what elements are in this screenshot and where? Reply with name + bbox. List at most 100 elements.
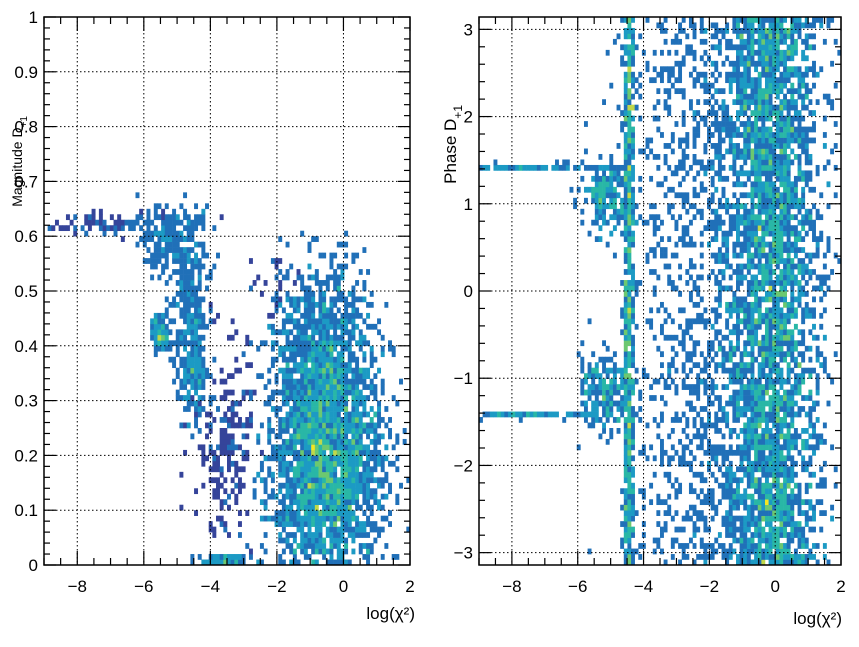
heatmap-cell <box>739 104 744 111</box>
heatmap-cell <box>602 422 606 429</box>
heatmap-cell <box>205 285 209 292</box>
heatmap-cell <box>714 143 719 149</box>
heatmap-cell <box>292 455 297 462</box>
heatmap-cell <box>303 471 308 478</box>
heatmap-cell <box>627 258 632 264</box>
heatmap-cell <box>656 307 661 314</box>
heatmap-cell <box>591 384 596 390</box>
heatmap-cell <box>790 554 795 560</box>
heatmap-cell <box>725 203 730 210</box>
heatmap-cell <box>627 143 632 149</box>
heatmap-cell <box>775 230 780 237</box>
heatmap-cell <box>609 159 614 166</box>
heatmap-cell <box>303 411 308 418</box>
heatmap-cell <box>710 340 715 347</box>
heatmap-cell <box>786 367 791 374</box>
heatmap-cell <box>815 236 820 242</box>
heatmap-cell <box>746 340 751 347</box>
heatmap-cell <box>164 280 169 286</box>
heatmap-cell <box>761 143 766 149</box>
heatmap-cell <box>721 554 726 560</box>
heatmap-cell <box>685 132 690 138</box>
heatmap-cell <box>790 340 795 347</box>
heatmap-cell <box>797 329 802 336</box>
heatmap-cell <box>754 466 759 473</box>
heatmap-cell <box>252 493 257 500</box>
heatmap-cell <box>750 428 755 434</box>
heatmap-cell <box>194 367 199 374</box>
heatmap-cell <box>325 312 330 319</box>
heatmap-cell <box>303 296 308 303</box>
heatmap-cell <box>322 466 327 473</box>
heatmap-cell <box>768 449 773 456</box>
heatmap-cell <box>300 532 305 538</box>
heatmap-cell <box>340 510 345 516</box>
heatmap-cell <box>732 170 737 177</box>
heatmap-cell <box>725 455 730 462</box>
heatmap-cell <box>714 318 719 325</box>
heatmap-cell <box>540 411 545 418</box>
heatmap-cell <box>768 395 773 401</box>
heatmap-cell <box>728 521 733 527</box>
heatmap-cell <box>329 471 334 478</box>
heatmap-cell <box>830 504 835 511</box>
heatmap-cell <box>768 471 773 478</box>
heatmap-cell <box>757 159 762 166</box>
heatmap-cell <box>736 444 740 451</box>
heatmap-cell <box>300 389 305 396</box>
heatmap-cell <box>230 334 235 341</box>
heatmap-cell <box>351 296 356 303</box>
heatmap-cell <box>754 307 759 314</box>
heatmap-cell <box>373 384 378 390</box>
heatmap-cell <box>292 356 297 363</box>
heatmap-cell <box>285 417 290 423</box>
heatmap-cell <box>223 378 228 385</box>
heatmap-cell <box>743 143 748 149</box>
heatmap-cell <box>732 192 737 199</box>
heatmap-cell <box>793 526 798 533</box>
heatmap-cell <box>761 455 766 462</box>
heatmap-cell <box>285 274 290 281</box>
heatmap-cell <box>289 367 294 374</box>
heatmap-cell <box>259 543 264 549</box>
heatmap-cell <box>743 181 748 188</box>
heatmap-cell <box>641 148 646 155</box>
heatmap-cell <box>743 532 748 538</box>
heatmap-cell <box>605 384 610 390</box>
heatmap-cell <box>344 395 349 401</box>
heatmap-cell <box>318 444 323 451</box>
heatmap-cell <box>681 203 686 210</box>
heatmap-cell <box>746 143 751 149</box>
heatmap-cell <box>161 219 166 226</box>
heatmap-cell <box>714 110 719 116</box>
heatmap-cell <box>761 170 766 177</box>
heatmap-cell <box>833 143 838 149</box>
heatmap-cell <box>623 521 628 527</box>
heatmap-cell <box>285 460 290 467</box>
heatmap-cell <box>314 395 319 401</box>
heatmap-cell <box>325 455 330 462</box>
heatmap-cell <box>696 159 701 166</box>
heatmap-cell <box>157 318 162 325</box>
heatmap-cell <box>627 543 632 549</box>
heatmap-cell <box>270 406 275 412</box>
heatmap-cell <box>710 269 715 275</box>
heatmap-cell <box>194 301 199 308</box>
heatmap-cell <box>598 154 603 160</box>
heatmap-cell <box>179 230 184 237</box>
heatmap-cell <box>812 510 816 516</box>
heatmap-cell <box>219 559 224 566</box>
heatmap-cell <box>790 488 795 495</box>
heatmap-cell <box>732 219 737 226</box>
heatmap-cell <box>197 323 202 330</box>
heatmap-cell <box>307 384 312 390</box>
heatmap-cell <box>98 214 103 221</box>
heatmap-cell <box>201 356 206 363</box>
heatmap-cell <box>366 301 371 308</box>
heatmap-cell <box>757 406 762 412</box>
heatmap-cell <box>303 406 308 412</box>
heatmap-cell <box>757 225 762 232</box>
heatmap-cell <box>681 230 686 237</box>
heatmap-cell <box>779 433 784 440</box>
heatmap-cell <box>153 230 158 237</box>
